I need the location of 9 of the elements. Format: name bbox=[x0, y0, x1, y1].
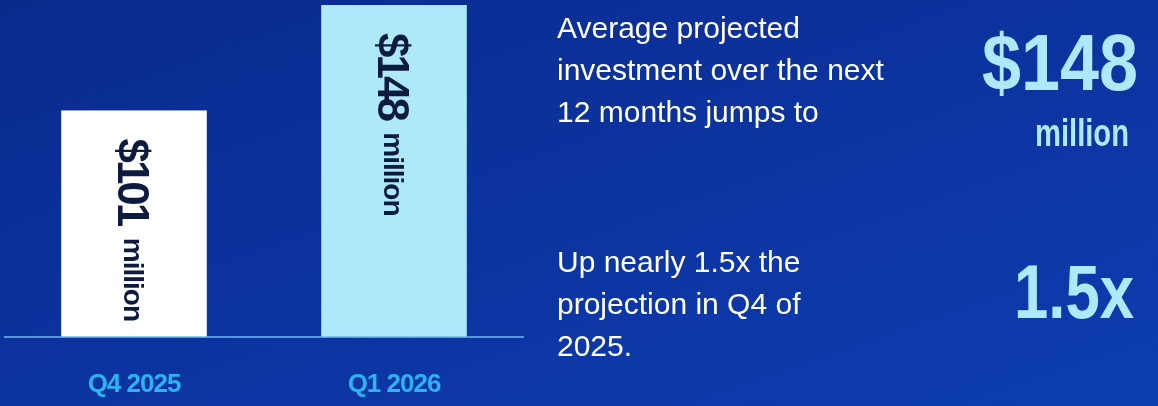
text: Average projected investment over the next 12 months jumps to bbox=[557, 11, 885, 128]
text: million bbox=[1035, 112, 1158, 154]
data-label: $101 million bbox=[109, 138, 159, 322]
text: Up nearly 1.5x the projection in Q4 of 2025. bbox=[557, 245, 802, 362]
text: 1.5x bbox=[1014, 249, 1158, 334]
x-tick-label: Q1 2026 bbox=[347, 368, 441, 398]
data-label: $148 million bbox=[369, 33, 419, 216]
text: $148 bbox=[982, 18, 1158, 107]
x-tick-label: Q4 2025 bbox=[87, 368, 181, 398]
